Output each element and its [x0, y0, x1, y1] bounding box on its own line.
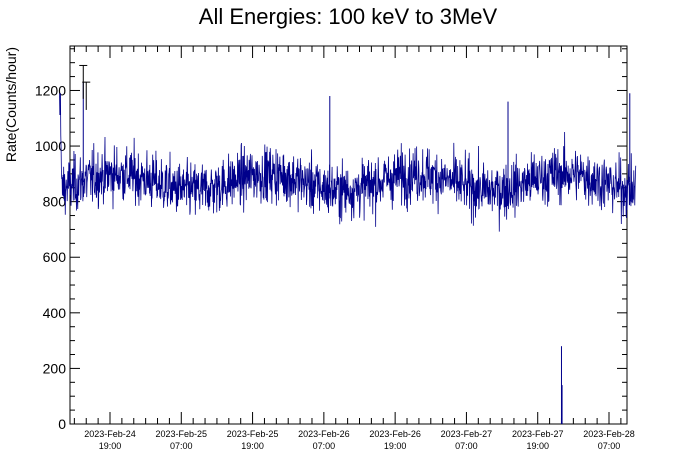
- x-tick-time: 07:00: [598, 441, 621, 451]
- x-tick-date: 2023-Feb-28: [583, 429, 635, 439]
- x-tick-date: 2023-Feb-27: [441, 429, 493, 439]
- rate-trace: [59, 93, 637, 232]
- y-tick-label: 800: [43, 194, 67, 210]
- y-tick-label: 1000: [35, 138, 66, 154]
- axes: 0 200 400 600 800 1000 1200 2023-Feb-24 19:00 202…: [35, 45, 635, 451]
- y-tick-label: 600: [43, 249, 67, 265]
- y-tick-label: 200: [43, 360, 67, 376]
- x-tick-date: 2023-Feb-24: [84, 429, 136, 439]
- plot-frame: [69, 45, 628, 425]
- x-tick-time: 07:00: [313, 441, 336, 451]
- x-tick-date: 2023-Feb-26: [298, 429, 350, 439]
- x-tick-time: 19:00: [99, 441, 122, 451]
- series-line: [59, 64, 637, 424]
- x-tick-time: 19:00: [526, 441, 549, 451]
- x-tick-date: 2023-Feb-26: [369, 429, 421, 439]
- x-tick-date: 2023-Feb-25: [227, 429, 279, 439]
- x-tick-time: 19:00: [241, 441, 264, 451]
- x-tick-time: 07:00: [170, 441, 193, 451]
- x-tick-date: 2023-Feb-27: [512, 429, 564, 439]
- y-tick-label: 1200: [35, 82, 66, 98]
- y-axis-label: Rate(Counts/hour): [3, 47, 19, 162]
- x-tick-time: 19:00: [384, 441, 407, 451]
- chart-title: All Energies: 100 keV to 3MeV: [199, 4, 498, 29]
- y-tick-label: 400: [43, 305, 67, 321]
- y-tick-label: 0: [58, 416, 66, 432]
- x-tick-time: 07:00: [455, 441, 478, 451]
- x-tick-date: 2023-Feb-25: [156, 429, 208, 439]
